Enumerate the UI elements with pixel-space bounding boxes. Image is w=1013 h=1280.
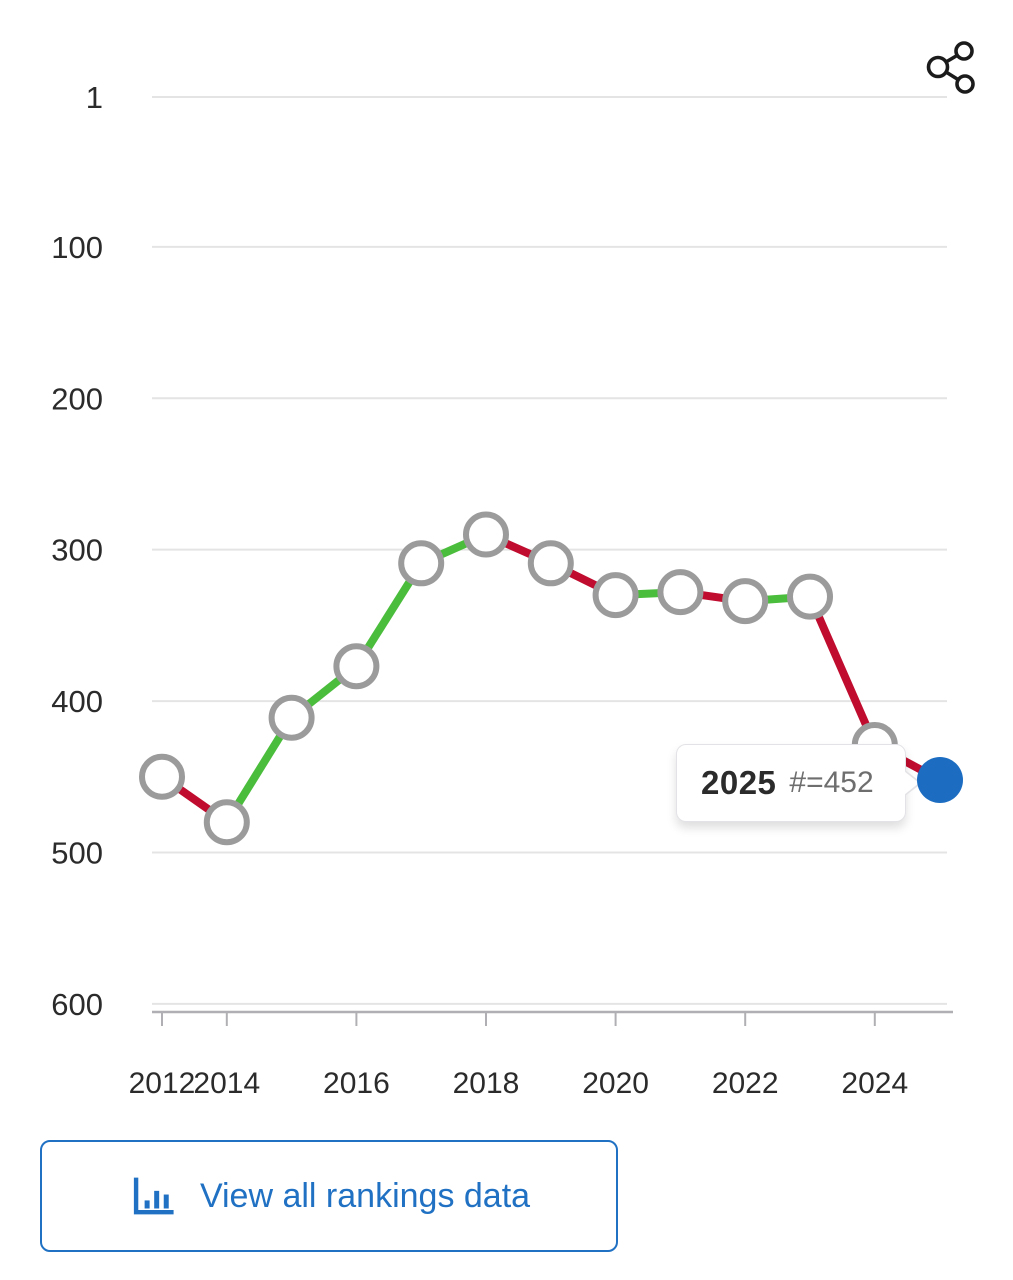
- y-tick-label-400: 400: [51, 684, 103, 719]
- x-tick-label-2022: 2022: [712, 1067, 779, 1100]
- data-point-2019[interactable]: [527, 540, 574, 587]
- data-point-2017[interactable]: [398, 540, 445, 587]
- trend-segment-2023-2024: [806, 595, 879, 747]
- x-tick-label-2024: 2024: [841, 1067, 908, 1100]
- current-data-point[interactable]: [917, 757, 963, 803]
- y-tick-label-1: 1: [86, 80, 103, 115]
- data-point-2018[interactable]: [463, 511, 509, 558]
- x-tick-label-2018: 2018: [453, 1067, 520, 1100]
- x-tick-label-2016: 2016: [323, 1067, 390, 1100]
- share-icon: [926, 41, 975, 94]
- tooltip: 2025 #=452: [676, 744, 922, 822]
- x-tick-label-2012: 2012: [129, 1067, 196, 1100]
- y-tick-label-100: 100: [51, 230, 103, 265]
- share-button[interactable]: [915, 30, 977, 106]
- view-all-rankings-label: View all rankings data: [199, 1176, 531, 1215]
- bar-chart-icon: [133, 1177, 174, 1215]
- y-tick-label-300: 300: [51, 533, 103, 568]
- data-point-2020[interactable]: [592, 572, 639, 619]
- x-tick-label-2014: 2014: [193, 1067, 260, 1100]
- data-point-2022[interactable]: [722, 578, 769, 625]
- y-tick-label-500: 500: [51, 835, 103, 870]
- data-point-2012[interactable]: [139, 753, 185, 800]
- x-tick-label-2020: 2020: [582, 1067, 649, 1100]
- data-point-2023[interactable]: [787, 573, 833, 620]
- tooltip-value: #=452: [789, 766, 874, 799]
- view-all-rankings-button[interactable]: View all rankings data: [40, 1140, 618, 1252]
- data-point-2014[interactable]: [203, 799, 250, 846]
- y-tick-label-600: 600: [51, 987, 103, 1022]
- y-tick-label-200: 200: [51, 381, 103, 416]
- data-point-2021[interactable]: [657, 569, 704, 616]
- tooltip-year: 2025: [701, 764, 777, 801]
- data-point-2016[interactable]: [333, 643, 380, 690]
- data-point-2015[interactable]: [268, 694, 315, 741]
